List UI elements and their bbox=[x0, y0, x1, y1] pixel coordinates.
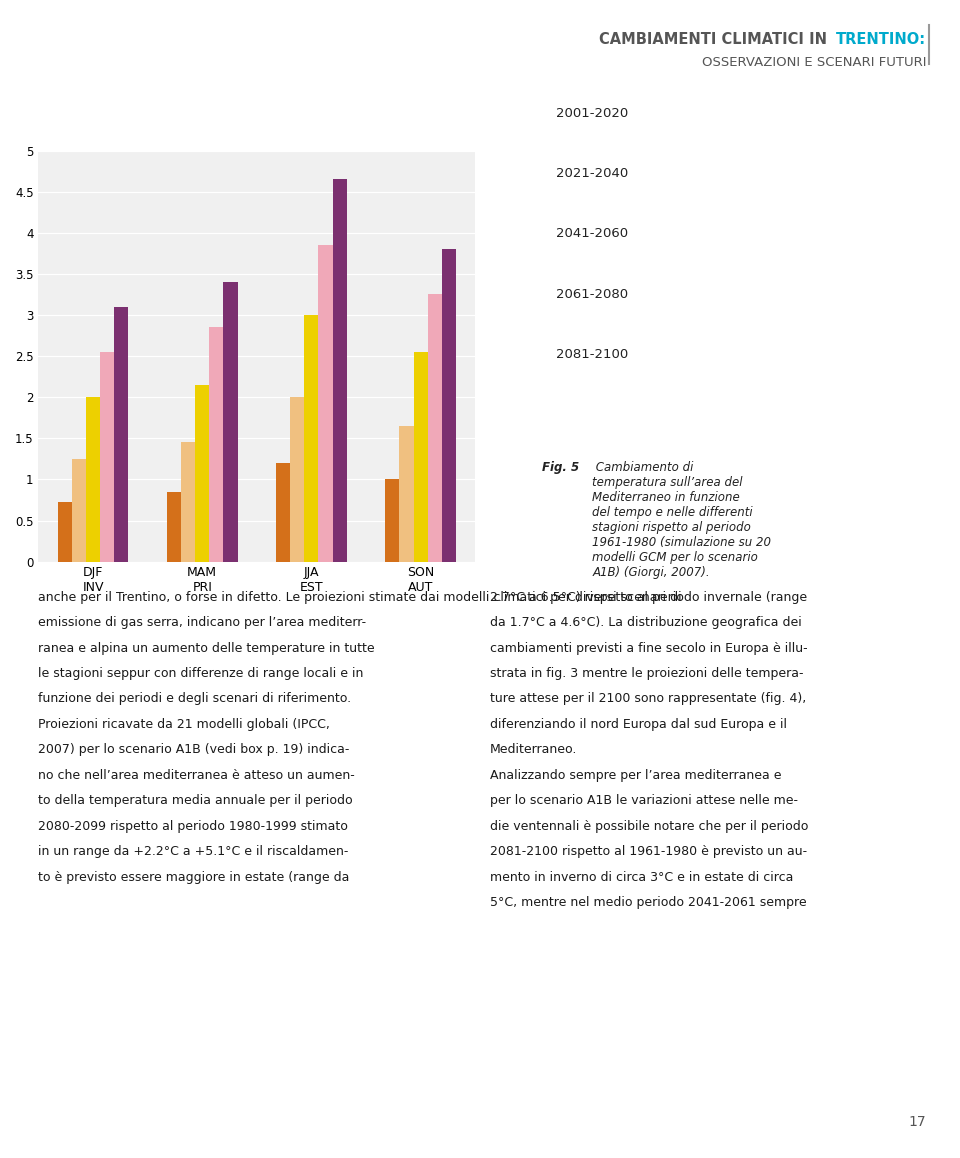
Text: Cambiamento di
temperatura sull’area del
Mediterraneo in funzione
del tempo e ne: Cambiamento di temperatura sull’area del… bbox=[592, 461, 771, 579]
Text: le stagioni seppur con differenze di range locali e in: le stagioni seppur con differenze di ran… bbox=[38, 667, 364, 680]
Bar bbox=[319, 245, 333, 562]
Bar bbox=[195, 384, 209, 562]
Bar bbox=[58, 503, 72, 562]
Text: 2.7°C a 6.5°C) rispetto al periodo invernale (range: 2.7°C a 6.5°C) rispetto al periodo inver… bbox=[490, 591, 806, 603]
Text: to della temperatura media annuale per il periodo: to della temperatura media annuale per i… bbox=[38, 794, 353, 807]
Text: 2041-2060: 2041-2060 bbox=[556, 227, 628, 241]
Text: CAMBIAMENTI CLIMATICI: CAMBIAMENTI CLIMATICI bbox=[599, 32, 804, 47]
Text: mento in inverno di circa 3°C e in estate di circa: mento in inverno di circa 3°C e in estat… bbox=[490, 871, 793, 884]
Text: TRENTINO:: TRENTINO: bbox=[836, 32, 926, 47]
Text: ture attese per il 2100 sono rappresentate (fig. 4),: ture attese per il 2100 sono rappresenta… bbox=[490, 692, 805, 705]
Text: 2080-2099 rispetto al periodo 1980-1999 stimato: 2080-2099 rispetto al periodo 1980-1999 … bbox=[38, 820, 348, 833]
Text: Analizzando sempre per l’area mediterranea e: Analizzando sempre per l’area mediterran… bbox=[490, 769, 781, 782]
Text: 2081-2100: 2081-2100 bbox=[556, 347, 629, 361]
Bar bbox=[290, 397, 304, 562]
Text: OSSERVAZIONI E SCENARI FUTURI: OSSERVAZIONI E SCENARI FUTURI bbox=[702, 56, 926, 68]
Text: to è previsto essere maggiore in estate (range da: to è previsto essere maggiore in estate … bbox=[38, 871, 349, 884]
Bar bbox=[414, 352, 428, 562]
Text: da 1.7°C a 4.6°C). La distribuzione geografica dei: da 1.7°C a 4.6°C). La distribuzione geog… bbox=[490, 616, 802, 629]
Bar bbox=[333, 179, 347, 562]
Text: 2001-2020: 2001-2020 bbox=[556, 107, 629, 120]
Bar bbox=[72, 459, 85, 562]
Text: Proiezioni ricavate da 21 modelli globali (IPCC,: Proiezioni ricavate da 21 modelli global… bbox=[38, 718, 330, 731]
Text: Fig. 5: Fig. 5 bbox=[542, 461, 580, 474]
Text: cambiamenti previsti a fine secolo in Europa è illu-: cambiamenti previsti a fine secolo in Eu… bbox=[490, 642, 807, 654]
Text: funzione dei periodi e degli scenari di riferimento.: funzione dei periodi e degli scenari di … bbox=[38, 692, 351, 705]
Bar bbox=[399, 426, 414, 562]
Text: no che nell’area mediterranea è atteso un aumen-: no che nell’area mediterranea è atteso u… bbox=[38, 769, 355, 782]
Text: anche per il Trentino, o forse in difetto. Le proiezioni stimate dai modelli cli: anche per il Trentino, o forse in difett… bbox=[38, 591, 682, 603]
Bar bbox=[100, 352, 114, 562]
Text: in un range da +2.2°C a +5.1°C e il riscaldamen-: in un range da +2.2°C a +5.1°C e il risc… bbox=[38, 845, 348, 858]
Bar bbox=[224, 283, 238, 562]
Bar bbox=[85, 397, 100, 562]
Bar bbox=[304, 315, 319, 562]
Text: die ventennali è possibile notare che per il periodo: die ventennali è possibile notare che pe… bbox=[490, 820, 808, 833]
Text: 2021-2040: 2021-2040 bbox=[556, 167, 629, 181]
Bar bbox=[209, 328, 224, 562]
Text: per lo scenario A1B le variazioni attese nelle me-: per lo scenario A1B le variazioni attese… bbox=[490, 794, 798, 807]
Text: IN: IN bbox=[804, 32, 832, 47]
Text: 17: 17 bbox=[909, 1115, 926, 1129]
Bar bbox=[276, 463, 290, 562]
Bar bbox=[180, 442, 195, 562]
Text: 5°C, mentre nel medio periodo 2041-2061 sempre: 5°C, mentre nel medio periodo 2041-2061 … bbox=[490, 896, 806, 909]
Text: 2007) per lo scenario A1B (vedi box p. 19) indica-: 2007) per lo scenario A1B (vedi box p. 1… bbox=[38, 743, 349, 756]
Text: 2081-2100 rispetto al 1961-1980 è previsto un au-: 2081-2100 rispetto al 1961-1980 è previs… bbox=[490, 845, 806, 858]
Text: 2061-2080: 2061-2080 bbox=[556, 287, 628, 301]
Text: strata in fig. 3 mentre le proiezioni delle tempera-: strata in fig. 3 mentre le proiezioni de… bbox=[490, 667, 804, 680]
Bar bbox=[442, 249, 456, 562]
Text: diferenziando il nord Europa dal sud Europa e il: diferenziando il nord Europa dal sud Eur… bbox=[490, 718, 786, 731]
Bar bbox=[385, 479, 399, 562]
Bar bbox=[167, 492, 180, 562]
Text: Mediterraneo.: Mediterraneo. bbox=[490, 743, 577, 756]
Bar bbox=[114, 307, 129, 562]
Text: ranea e alpina un aumento delle temperature in tutte: ranea e alpina un aumento delle temperat… bbox=[38, 642, 375, 654]
Text: emissione di gas serra, indicano per l’area mediterr-: emissione di gas serra, indicano per l’a… bbox=[38, 616, 367, 629]
Text: Temperature change (°C): Temperature change (°C) bbox=[134, 117, 379, 135]
Bar bbox=[428, 294, 442, 562]
